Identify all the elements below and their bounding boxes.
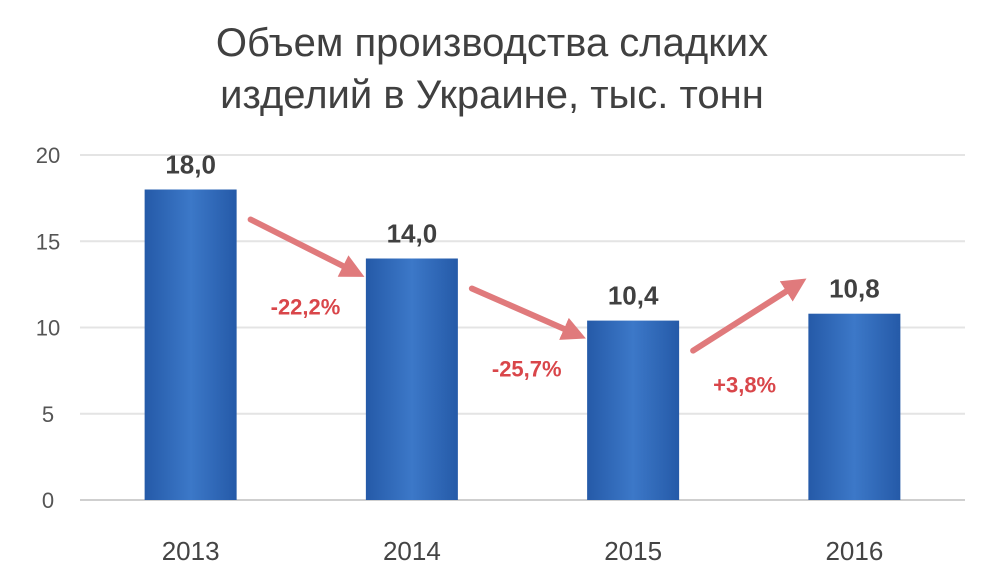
chart-title-line-2: изделий в Украине, тыс. тонн [220,73,764,117]
x-tick-label: 2013 [162,536,220,566]
bar-2013 [144,189,237,500]
data-label: 10,8 [829,274,880,304]
change-arrow [690,278,807,354]
y-tick-label: 10 [36,316,60,341]
change-label: -22,2% [271,295,341,320]
change-arrow [247,216,365,277]
y-tick-label: 20 [36,143,60,168]
bar-2016 [808,313,901,500]
bars [144,189,901,500]
y-axis-ticks: 0 5 10 15 20 [36,143,60,513]
chart-title: Объем производства сладких изделий в Укр… [216,21,768,117]
bar-2014 [365,258,458,500]
data-label: 14,0 [387,219,438,249]
y-tick-label: 0 [42,488,54,513]
x-axis-categories: 2013 2014 2015 2016 [162,536,884,566]
change-arrows: -22,2% -25,7% +3,8% [247,216,807,398]
y-tick-label: 15 [36,229,60,254]
y-tick-label: 5 [42,402,54,427]
bar-2015 [587,320,680,500]
data-label: 10,4 [608,281,659,311]
x-tick-label: 2014 [383,536,441,566]
x-tick-label: 2015 [604,536,662,566]
change-label: +3,8% [713,373,776,398]
chart-title-line-1: Объем производства сладких [216,21,768,65]
x-tick-label: 2016 [825,536,883,566]
data-labels: 18,0 14,0 10,4 10,8 [165,150,879,311]
data-label: 18,0 [165,150,216,180]
change-label: -25,7% [492,357,562,382]
change-arrow [468,285,586,340]
